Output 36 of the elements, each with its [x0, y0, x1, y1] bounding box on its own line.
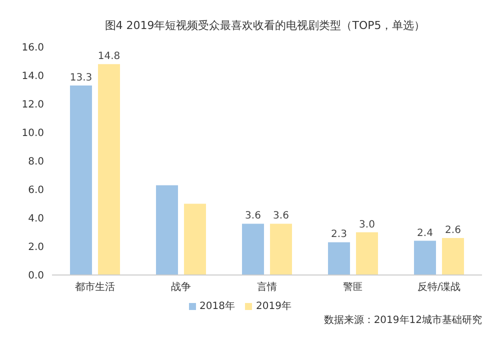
source-note: 数据来源：2019年12城市基础研究 [322, 314, 483, 327]
data-label: 2.6 [445, 224, 461, 236]
legend-label: 2018年 [200, 301, 235, 312]
x-tick-label: 战争 [171, 281, 191, 294]
data-label: 2.4 [417, 228, 433, 239]
bar [156, 185, 178, 275]
data-label: 2.3 [331, 229, 347, 240]
bar [356, 232, 378, 275]
y-tick-label: 14.0 [22, 71, 44, 82]
x-tick-label: 都市生活 [75, 281, 115, 294]
data-label: 13.3 [70, 72, 92, 84]
data-label: 3.6 [273, 210, 289, 222]
bar [184, 204, 206, 275]
x-tick-label: 言情 [257, 281, 277, 294]
bar [442, 238, 464, 275]
bar [70, 85, 92, 275]
bar [328, 242, 350, 275]
y-tick-label: 2.0 [28, 242, 44, 254]
legend-label: 2019年 [256, 301, 292, 312]
x-tick-label: 反特/谍战 [417, 281, 461, 294]
bar [242, 224, 264, 275]
y-tick-label: 10.0 [22, 128, 44, 140]
y-tick-label: 0.0 [28, 270, 44, 282]
data-label: 14.8 [98, 51, 120, 62]
data-label: 3.0 [359, 219, 375, 230]
y-tick-label: 4.0 [28, 214, 44, 225]
y-tick-label: 16.0 [22, 42, 44, 54]
y-tick-label: 12.0 [22, 100, 44, 111]
y-tick-label: 6.0 [28, 185, 44, 196]
data-label: 3.6 [245, 210, 261, 222]
y-tick-label: 8.0 [28, 156, 44, 168]
chart-title: 图4 2019年短视频受众最喜欢收看的电视剧类型（TOP5，单选） [104, 18, 426, 33]
bar [270, 224, 292, 275]
x-tick-label: 警匪 [343, 281, 363, 294]
bar [98, 64, 120, 275]
bar [414, 240, 436, 275]
